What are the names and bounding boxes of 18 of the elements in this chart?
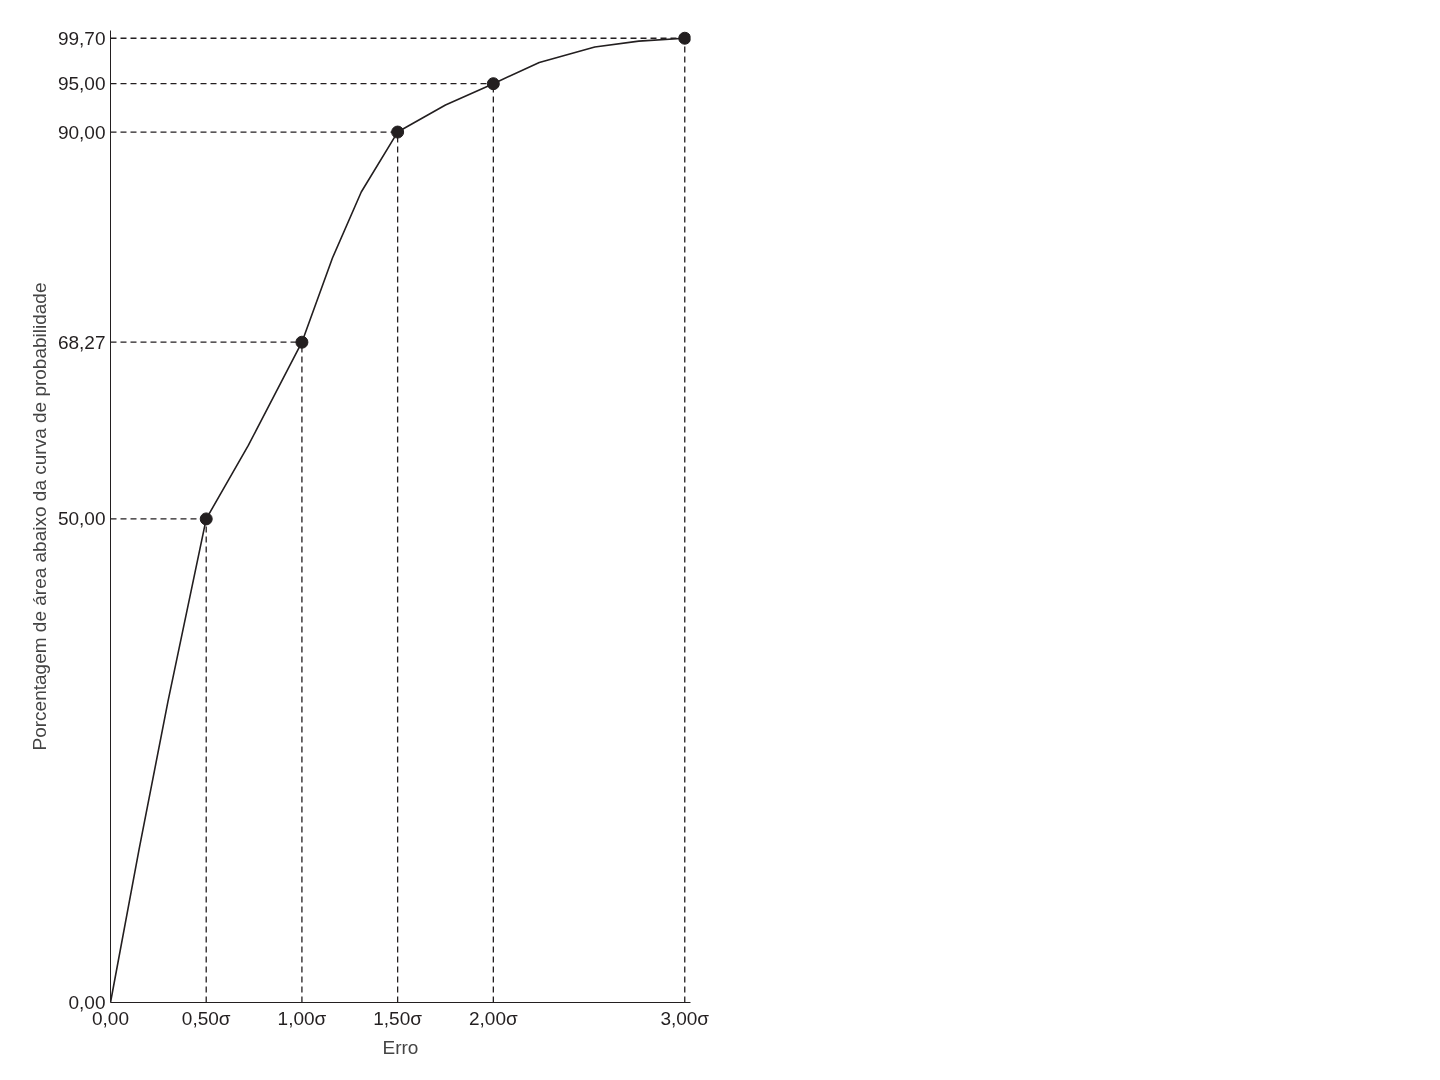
y-axis-title: Porcentagem de área abaixo da curva de probabilidade (28, 282, 50, 751)
x-tick-label: 1,50σ (373, 1007, 423, 1029)
point (295, 335, 309, 349)
x-tick-label: 2,00σ (468, 1007, 518, 1029)
y-tick-label: 99,70 (57, 27, 106, 49)
x-tick-label: 1,00σ (277, 1007, 327, 1029)
x-axis-title: Erro (382, 1036, 419, 1058)
point (391, 125, 405, 139)
point (199, 512, 213, 526)
y-tick-label: 68,27 (57, 331, 106, 353)
point (678, 31, 691, 45)
y-tick-label: 50,00 (57, 508, 106, 530)
y-tick-label: 95,00 (57, 73, 106, 95)
y-tick-label: 0,00 (68, 992, 106, 1013)
x-tick-label: 3,00σ (660, 1007, 710, 1029)
y-tick-label: 90,00 (57, 121, 106, 143)
x-tick-label: 0,50σ (181, 1007, 231, 1029)
point (486, 77, 500, 91)
